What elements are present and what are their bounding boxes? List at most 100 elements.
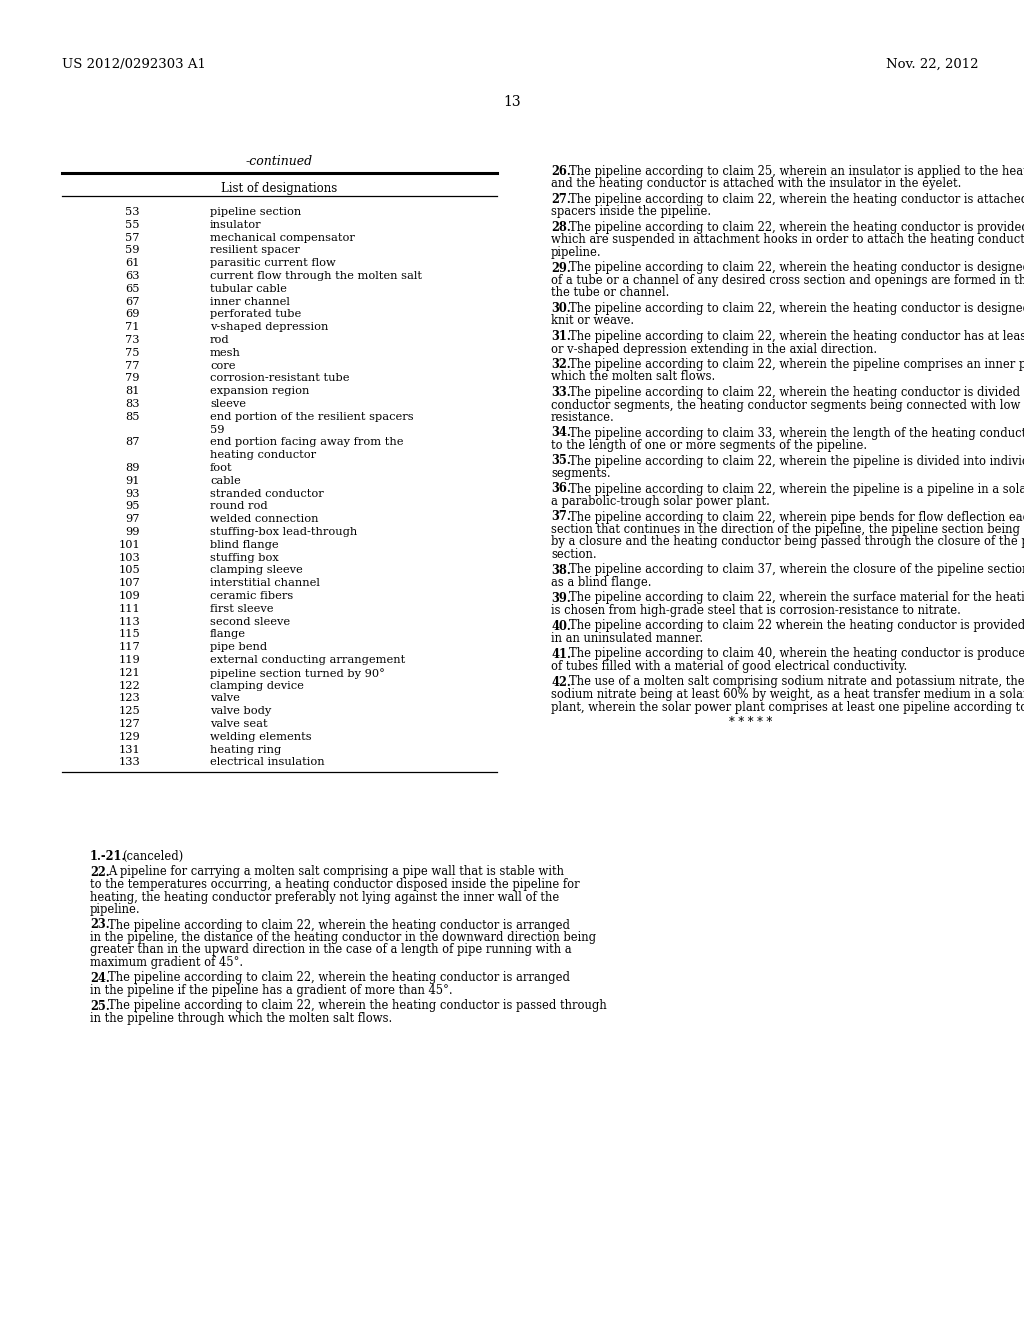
Text: 59: 59 <box>210 425 224 434</box>
Text: resilient spacer: resilient spacer <box>210 246 300 255</box>
Text: 42.: 42. <box>551 676 570 689</box>
Text: 123: 123 <box>118 693 140 704</box>
Text: by a closure and the heating conductor being passed through the closure of the p: by a closure and the heating conductor b… <box>551 536 1024 549</box>
Text: 53: 53 <box>126 207 140 216</box>
Text: 97: 97 <box>126 515 140 524</box>
Text: 24.: 24. <box>90 972 110 985</box>
Text: the tube or channel.: the tube or channel. <box>551 286 670 300</box>
Text: and the heating conductor is attached with the insulator in the eyelet.: and the heating conductor is attached wi… <box>551 177 962 190</box>
Text: valve body: valve body <box>210 706 271 717</box>
Text: heating conductor: heating conductor <box>210 450 316 461</box>
Text: 107: 107 <box>118 578 140 589</box>
Text: corrosion-resistant tube: corrosion-resistant tube <box>210 374 349 383</box>
Text: 38.: 38. <box>551 564 570 577</box>
Text: rod: rod <box>210 335 229 345</box>
Text: 121: 121 <box>118 668 140 677</box>
Text: in the pipeline through which the molten salt flows.: in the pipeline through which the molten… <box>90 1012 392 1026</box>
Text: 103: 103 <box>118 553 140 562</box>
Text: 101: 101 <box>118 540 140 550</box>
Text: segments.: segments. <box>551 467 610 480</box>
Text: interstitial channel: interstitial channel <box>210 578 319 589</box>
Text: is chosen from high-grade steel that is corrosion-resistance to nitrate.: is chosen from high-grade steel that is … <box>551 605 961 616</box>
Text: The pipeline according to claim 22, wherein the heating conductor has at least o: The pipeline according to claim 22, wher… <box>569 330 1024 343</box>
Text: 99: 99 <box>126 527 140 537</box>
Text: foot: foot <box>210 463 232 473</box>
Text: maximum gradient of 45°.: maximum gradient of 45°. <box>90 956 243 969</box>
Text: 35.: 35. <box>551 454 570 467</box>
Text: Nov. 22, 2012: Nov. 22, 2012 <box>886 58 978 71</box>
Text: stranded conductor: stranded conductor <box>210 488 324 499</box>
Text: clamping sleeve: clamping sleeve <box>210 565 303 576</box>
Text: The pipeline according to claim 22, wherein the heating conductor is designed in: The pipeline according to claim 22, wher… <box>569 261 1024 275</box>
Text: 32.: 32. <box>551 358 570 371</box>
Text: 81: 81 <box>126 387 140 396</box>
Text: 26.: 26. <box>551 165 570 178</box>
Text: a parabolic-trough solar power plant.: a parabolic-trough solar power plant. <box>551 495 770 508</box>
Text: electrical insulation: electrical insulation <box>210 758 325 767</box>
Text: welded connection: welded connection <box>210 515 318 524</box>
Text: end portion of the resilient spacers: end portion of the resilient spacers <box>210 412 414 422</box>
Text: external conducting arrangement: external conducting arrangement <box>210 655 406 665</box>
Text: perforated tube: perforated tube <box>210 309 301 319</box>
Text: pipeline section turned by 90°: pipeline section turned by 90° <box>210 668 385 678</box>
Text: 37.: 37. <box>551 511 570 524</box>
Text: The pipeline according to claim 40, wherein the heating conductor is produced fr: The pipeline according to claim 40, wher… <box>569 648 1024 660</box>
Text: in an uninsulated manner.: in an uninsulated manner. <box>551 632 703 645</box>
Text: knit or weave.: knit or weave. <box>551 314 634 327</box>
Text: The pipeline according to claim 22, wherein the heating conductor is passed thro: The pipeline according to claim 22, wher… <box>109 999 607 1012</box>
Text: The pipeline according to claim 22, wherein the heating conductor is divided int: The pipeline according to claim 22, wher… <box>569 385 1024 399</box>
Text: The pipeline according to claim 22, wherein the heating conductor is arranged: The pipeline according to claim 22, wher… <box>109 972 570 985</box>
Text: mesh: mesh <box>210 347 241 358</box>
Text: 29.: 29. <box>551 261 570 275</box>
Text: 59: 59 <box>126 246 140 255</box>
Text: The pipeline according to claim 22, wherein the pipeline is a pipeline in a sola: The pipeline according to claim 22, wher… <box>569 483 1024 495</box>
Text: pipeline.: pipeline. <box>551 246 602 259</box>
Text: 95: 95 <box>126 502 140 511</box>
Text: conductor segments, the heating conductor segments being connected with low elec: conductor segments, the heating conducto… <box>551 399 1024 412</box>
Text: The pipeline according to claim 22 wherein the heating conductor is provided in : The pipeline according to claim 22 where… <box>569 619 1024 632</box>
Text: 40.: 40. <box>551 619 570 632</box>
Text: to the length of one or more segments of the pipeline.: to the length of one or more segments of… <box>551 440 867 451</box>
Text: 63: 63 <box>126 271 140 281</box>
Text: pipe bend: pipe bend <box>210 643 267 652</box>
Text: 41.: 41. <box>551 648 570 660</box>
Text: 61: 61 <box>126 259 140 268</box>
Text: blind flange: blind flange <box>210 540 279 550</box>
Text: flange: flange <box>210 630 246 639</box>
Text: stuffing-box lead-through: stuffing-box lead-through <box>210 527 357 537</box>
Text: which are suspended in attachment hooks in order to attach the heating conductor: which are suspended in attachment hooks … <box>551 234 1024 247</box>
Text: parasitic current flow: parasitic current flow <box>210 259 336 268</box>
Text: v-shaped depression: v-shaped depression <box>210 322 329 333</box>
Text: 30.: 30. <box>551 302 570 315</box>
Text: welding elements: welding elements <box>210 731 311 742</box>
Text: The pipeline according to claim 22, wherein the heating conductor is provided wi: The pipeline according to claim 22, wher… <box>569 220 1024 234</box>
Text: spacers inside the pipeline.: spacers inside the pipeline. <box>551 206 711 219</box>
Text: 69: 69 <box>126 309 140 319</box>
Text: 55: 55 <box>126 220 140 230</box>
Text: heating, the heating conductor preferably not lying against the inner wall of th: heating, the heating conductor preferabl… <box>90 891 559 903</box>
Text: 34.: 34. <box>551 426 570 440</box>
Text: 87: 87 <box>126 437 140 447</box>
Text: section that continues in the direction of the pipeline, the pipeline section be: section that continues in the direction … <box>551 523 1024 536</box>
Text: The pipeline according to claim 22, wherein pipe bends for flow deflection each : The pipeline according to claim 22, wher… <box>569 511 1024 524</box>
Text: 117: 117 <box>118 643 140 652</box>
Text: 133: 133 <box>118 758 140 767</box>
Text: plant, wherein the solar power plant comprises at least one pipeline according t: plant, wherein the solar power plant com… <box>551 701 1024 714</box>
Text: end portion facing away from the: end portion facing away from the <box>210 437 403 447</box>
Text: insulator: insulator <box>210 220 261 230</box>
Text: 111: 111 <box>118 603 140 614</box>
Text: 36.: 36. <box>551 483 570 495</box>
Text: The pipeline according to claim 22, wherein the heating conductor is arranged: The pipeline according to claim 22, wher… <box>109 919 570 932</box>
Text: 31.: 31. <box>551 330 570 343</box>
Text: of a tube or a channel of any desired cross section and openings are formed in t: of a tube or a channel of any desired cr… <box>551 275 1024 286</box>
Text: The pipeline according to claim 37, wherein the closure of the pipeline section : The pipeline according to claim 37, wher… <box>569 564 1024 577</box>
Text: The pipeline according to claim 22, wherein the pipeline is divided into individ: The pipeline according to claim 22, wher… <box>569 454 1024 467</box>
Text: 105: 105 <box>118 565 140 576</box>
Text: as a blind flange.: as a blind flange. <box>551 576 651 589</box>
Text: round rod: round rod <box>210 502 267 511</box>
Text: core: core <box>210 360 236 371</box>
Text: 85: 85 <box>126 412 140 422</box>
Text: 33.: 33. <box>551 385 570 399</box>
Text: 27.: 27. <box>551 193 570 206</box>
Text: second sleeve: second sleeve <box>210 616 290 627</box>
